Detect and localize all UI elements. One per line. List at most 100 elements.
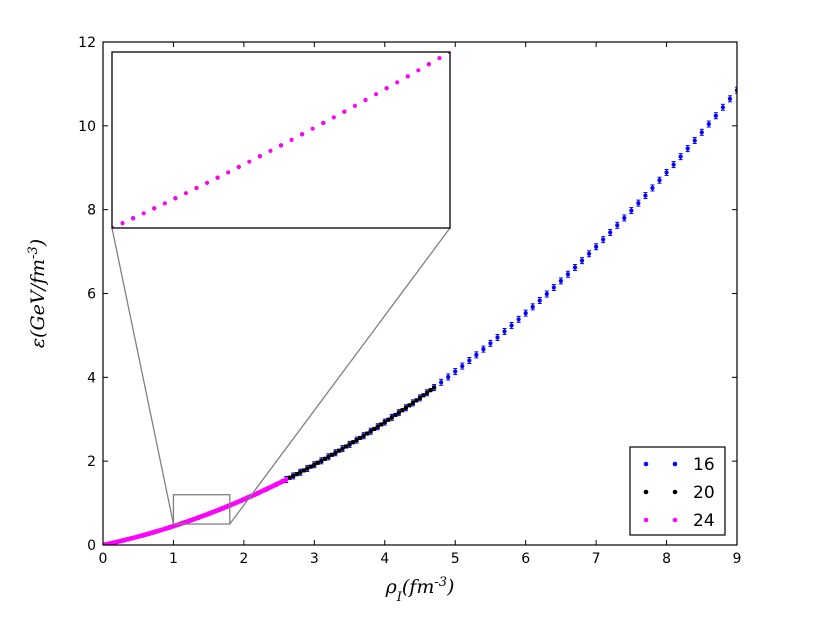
series-16-marker-25 xyxy=(460,363,465,369)
inset-series-24-marker-22 xyxy=(342,109,347,114)
inset-series-24-point-14 xyxy=(257,154,262,159)
inset-series-24-marker-23 xyxy=(352,103,358,108)
series-16-marker-33 xyxy=(516,317,521,322)
inset-series-24-marker-14 xyxy=(257,154,262,159)
series-20-marker-64 xyxy=(326,454,331,459)
series-16-point-61 xyxy=(713,112,718,120)
series-16-marker-29 xyxy=(488,341,493,346)
series-16-marker-26 xyxy=(467,358,472,363)
series-16-point-36 xyxy=(537,296,542,304)
series-20-marker-70 xyxy=(347,442,352,447)
series-20-marker-79 xyxy=(379,422,384,427)
series-20-point-72 xyxy=(354,437,359,443)
series-16-point-35 xyxy=(530,303,535,311)
series-20-point-59 xyxy=(308,464,313,469)
series-20-point-93 xyxy=(428,388,433,393)
series-20-point-65 xyxy=(329,452,335,457)
series-20-marker-56 xyxy=(298,470,303,475)
inset-series-24-marker-26 xyxy=(384,86,389,91)
inset-series-24-point-21 xyxy=(331,115,336,120)
series-20-point-68 xyxy=(340,446,345,451)
series-20-point-71 xyxy=(350,440,356,445)
series-20-point-85 xyxy=(400,408,405,413)
inset-series-24-point-24 xyxy=(363,97,368,103)
series-16-point-39 xyxy=(558,277,563,285)
series-20-marker-69 xyxy=(343,444,349,449)
inset-series-24-point-18 xyxy=(300,132,305,137)
legend-marker-b-24 xyxy=(672,517,678,523)
series-16-point-44 xyxy=(594,243,599,251)
series-16-point-50 xyxy=(636,199,641,207)
inset-series-24-point-4 xyxy=(152,206,157,211)
inset-background xyxy=(112,52,450,228)
inset-series-24-point-3 xyxy=(141,211,146,216)
inset-series-24-point-11 xyxy=(226,170,231,175)
series-16-point-56 xyxy=(678,153,683,161)
legend-label-24: 24 xyxy=(693,511,715,531)
series-20-marker-55 xyxy=(294,472,299,477)
series-20-marker-78 xyxy=(375,424,380,429)
data-layer xyxy=(103,86,737,545)
series-20-point-81 xyxy=(386,417,391,422)
series-16-point-28 xyxy=(481,345,486,353)
series-20-point-62 xyxy=(319,458,324,463)
series-20-point-58 xyxy=(305,466,310,471)
inset-series-24-point-12 xyxy=(236,164,241,170)
inset-series-24-point-5 xyxy=(162,201,167,206)
series-20-marker-81 xyxy=(386,417,391,422)
series-16-marker-23 xyxy=(446,374,451,380)
series-16-marker-56 xyxy=(678,154,683,159)
series-16-marker-54 xyxy=(664,170,669,175)
series-16-marker-48 xyxy=(622,215,627,221)
series-20-point-76 xyxy=(368,429,373,434)
series-24-point-104 xyxy=(284,477,289,482)
series-16-point-62 xyxy=(720,103,726,111)
series-20-point-70 xyxy=(347,442,352,447)
inset-series-24-marker-5 xyxy=(162,201,167,206)
series-16-marker-59 xyxy=(699,130,704,135)
series-16-point-24 xyxy=(453,368,458,376)
x-tick-label-3: 3 xyxy=(310,551,319,567)
series-16-point-37 xyxy=(544,290,549,298)
inset-series-24-point-19 xyxy=(310,126,315,131)
series-20-point-67 xyxy=(336,448,342,453)
zoom-connector-right xyxy=(229,227,451,525)
series-16-marker-63 xyxy=(727,96,733,101)
series-20-point-88 xyxy=(410,400,416,405)
series-16-point-54 xyxy=(664,168,669,176)
series-20-point-92 xyxy=(424,390,430,395)
x-tick-label-1: 1 xyxy=(169,551,178,567)
series-16-point-41 xyxy=(572,263,578,271)
series-20-marker-68 xyxy=(340,446,345,451)
inset-frame xyxy=(111,51,451,229)
y-tick-label-1: 2 xyxy=(87,454,96,470)
inset-series-24-point-7 xyxy=(183,191,189,196)
x-tick-label-9: 9 xyxy=(733,551,742,567)
inset-series-24-point-31 xyxy=(437,56,442,61)
series-20-marker-93 xyxy=(428,388,433,393)
inset-series-24-marker-4 xyxy=(152,206,157,211)
inset-series-24-point-28 xyxy=(405,74,410,79)
series-16-marker-35 xyxy=(530,304,535,309)
series-20-marker-80 xyxy=(382,420,387,425)
series-16-marker-34 xyxy=(523,311,528,316)
plot-points xyxy=(103,86,737,545)
series-16-point-30 xyxy=(495,333,500,341)
inset-series-24-marker-8 xyxy=(194,185,199,191)
x-axis-label: ρI(fm-3) xyxy=(385,575,455,605)
series-16-marker-50 xyxy=(636,201,641,206)
series-16-marker-39 xyxy=(558,278,563,284)
zoom-layer xyxy=(111,227,451,525)
legend-marker-b-16 xyxy=(672,461,678,467)
series-16-point-60 xyxy=(706,120,711,128)
series-16 xyxy=(284,86,737,484)
series-20-marker-94 xyxy=(431,385,437,390)
series-16-point-25 xyxy=(460,362,465,370)
inset-series-24-marker-31 xyxy=(437,56,442,61)
inset-series-24-marker-28 xyxy=(405,74,410,79)
series-20-marker-87 xyxy=(407,403,412,408)
inset-series-24-point-2 xyxy=(131,216,136,221)
series-20-marker-53 xyxy=(287,475,292,480)
series-20-marker-73 xyxy=(358,435,363,441)
